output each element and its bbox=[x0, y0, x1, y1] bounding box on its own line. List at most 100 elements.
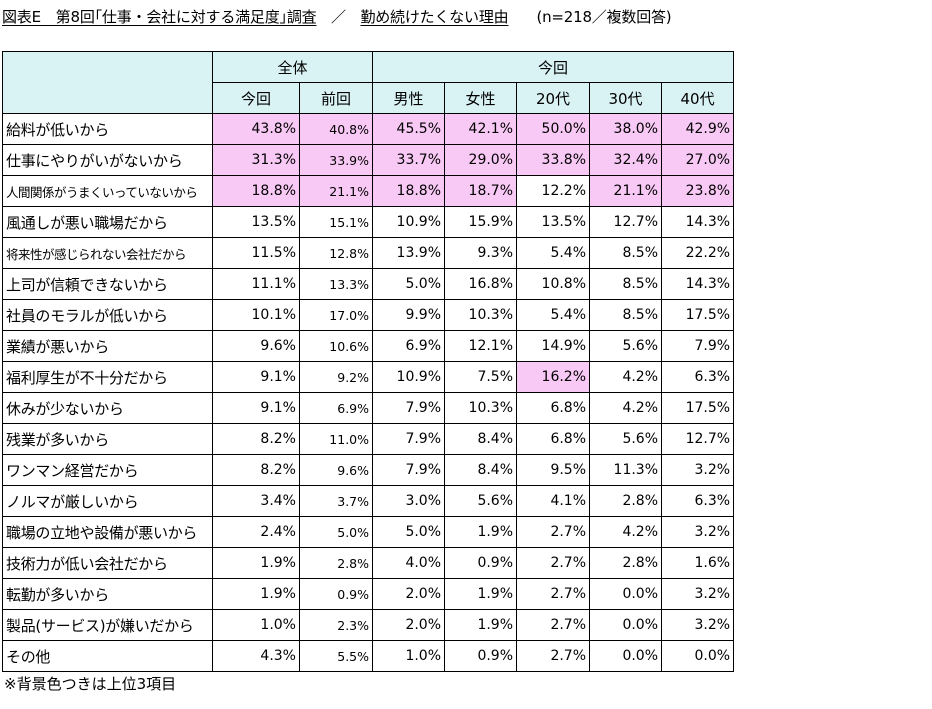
value-cell: 33.9% bbox=[298, 144, 374, 176]
value-cell: 9.5% bbox=[516, 454, 591, 486]
value-cell: 11.1% bbox=[212, 268, 300, 300]
value-cell: 8.5% bbox=[589, 268, 663, 300]
value-cell: 42.1% bbox=[444, 113, 518, 145]
row-label: 将来性が感じられない会社だから bbox=[2, 237, 213, 269]
value-cell: 10.9% bbox=[372, 206, 446, 238]
value-cell: 10.9% bbox=[372, 361, 446, 393]
value-cell: 11.5% bbox=[212, 237, 300, 269]
value-cell: 11.3% bbox=[589, 454, 663, 486]
value-cell: 9.3% bbox=[444, 237, 518, 269]
value-cell: 13.5% bbox=[516, 206, 591, 238]
value-cell: 33.7% bbox=[372, 144, 446, 176]
value-cell: 4.2% bbox=[589, 392, 663, 424]
value-cell: 12.1% bbox=[444, 330, 518, 362]
value-cell: 5.0% bbox=[298, 516, 374, 548]
table-row: 人間関係がうまくいっていないから 18.8% 21.1% 18.8% 18.7% 12.2… bbox=[2, 175, 735, 207]
value-cell: 40.8% bbox=[298, 113, 374, 145]
value-cell: 5.0% bbox=[372, 268, 446, 300]
row-label: 転勤が多いから bbox=[2, 578, 213, 610]
value-cell: 9.9% bbox=[372, 299, 446, 331]
header-corner bbox=[2, 51, 213, 114]
table-row: 仕事にやりがいがないから 31.3% 33.9% 33.7% 29.0% 33.8% 32.… bbox=[2, 144, 735, 176]
table-row: その他 4.3% 5.5% 1.0% 0.9% 2.7% 0.0% 0.0% bbox=[2, 640, 735, 672]
value-cell: 8.4% bbox=[444, 454, 518, 486]
value-cell: 10.1% bbox=[212, 299, 300, 331]
row-label: 福利厚生が不十分だから bbox=[2, 361, 213, 393]
value-cell: 31.3% bbox=[212, 144, 300, 176]
value-cell: 0.0% bbox=[589, 578, 663, 610]
value-cell: 1.6% bbox=[661, 547, 735, 579]
value-cell: 12.7% bbox=[661, 423, 735, 455]
value-cell: 2.7% bbox=[516, 547, 591, 579]
value-cell: 45.5% bbox=[372, 113, 446, 145]
row-label: 風通しが悪い職場だから bbox=[2, 206, 213, 238]
table-row: ワンマン経営だから 8.2% 9.6% 7.9% 8.4% 9.5% 11.3% 3.2% bbox=[2, 454, 735, 486]
value-cell: 0.0% bbox=[589, 609, 663, 641]
row-label: 仕事にやりがいがないから bbox=[2, 144, 213, 176]
value-cell: 14.3% bbox=[661, 206, 735, 238]
value-cell: 2.8% bbox=[589, 485, 663, 517]
row-label: 製品(サービス)が嫌いだから bbox=[2, 609, 213, 641]
value-cell: 22.2% bbox=[661, 237, 735, 269]
value-cell: 16.8% bbox=[444, 268, 518, 300]
value-cell: 7.9% bbox=[372, 454, 446, 486]
value-cell: 43.8% bbox=[212, 113, 300, 145]
column-header: 女性 bbox=[444, 82, 518, 114]
column-header: 40代 bbox=[661, 82, 735, 114]
table-row: 風通しが悪い職場だから 13.5% 15.1% 10.9% 15.9% 13.5% 12.7… bbox=[2, 206, 735, 238]
value-cell: 3.2% bbox=[661, 609, 735, 641]
value-cell: 8.5% bbox=[589, 299, 663, 331]
column-header: 前回 bbox=[298, 82, 374, 114]
value-cell: 6.3% bbox=[661, 485, 735, 517]
value-cell: 7.5% bbox=[444, 361, 518, 393]
value-cell: 5.0% bbox=[372, 516, 446, 548]
value-cell: 9.1% bbox=[212, 392, 300, 424]
value-cell: 10.3% bbox=[444, 392, 518, 424]
value-cell: 32.4% bbox=[589, 144, 663, 176]
value-cell: 5.6% bbox=[589, 330, 663, 362]
value-cell: 4.1% bbox=[516, 485, 591, 517]
row-label: その他 bbox=[2, 640, 213, 672]
value-cell: 5.6% bbox=[589, 423, 663, 455]
value-cell: 2.8% bbox=[589, 547, 663, 579]
table-row: 上司が信頼できないから 11.1% 13.3% 5.0% 16.8% 10.8% 8.5% 1… bbox=[2, 268, 735, 300]
value-cell: 1.9% bbox=[444, 609, 518, 641]
value-cell: 5.4% bbox=[516, 299, 591, 331]
value-cell: 17.5% bbox=[661, 392, 735, 424]
value-cell: 18.7% bbox=[444, 175, 518, 207]
value-cell: 5.5% bbox=[298, 640, 374, 672]
value-cell: 1.9% bbox=[212, 578, 300, 610]
value-cell: 8.4% bbox=[444, 423, 518, 455]
column-header: 男性 bbox=[372, 82, 446, 114]
value-cell: 9.1% bbox=[212, 361, 300, 393]
value-cell: 2.3% bbox=[298, 609, 374, 641]
value-cell: 18.8% bbox=[212, 175, 300, 207]
value-cell: 0.0% bbox=[589, 640, 663, 672]
value-cell: 17.5% bbox=[661, 299, 735, 331]
value-cell: 6.3% bbox=[661, 361, 735, 393]
value-cell: 10.8% bbox=[516, 268, 591, 300]
table-row: 休みが少ないから 9.1% 6.9% 7.9% 10.3% 6.8% 4.2% 17.5% bbox=[2, 392, 735, 424]
row-label: 技術力が低い会社だから bbox=[2, 547, 213, 579]
value-cell: 1.0% bbox=[372, 640, 446, 672]
table-row: 将来性が感じられない会社だから 11.5% 12.8% 13.9% 9.3% 5.4% 8.… bbox=[2, 237, 735, 269]
value-cell: 7.9% bbox=[372, 392, 446, 424]
column-header: 30代 bbox=[589, 82, 663, 114]
value-cell: 21.1% bbox=[298, 175, 374, 207]
table-row: 職場の立地や設備が悪いから 2.4% 5.0% 5.0% 1.9% 2.7% 4.2% 3.2… bbox=[2, 516, 735, 548]
value-cell: 3.7% bbox=[298, 485, 374, 517]
row-label: 業績が悪いから bbox=[2, 330, 213, 362]
value-cell: 2.8% bbox=[298, 547, 374, 579]
row-label: 残業が多いから bbox=[2, 423, 213, 455]
value-cell: 38.0% bbox=[589, 113, 663, 145]
row-label: 職場の立地や設備が悪いから bbox=[2, 516, 213, 548]
row-label: ノルマが厳しいから bbox=[2, 485, 213, 517]
table-row: 転勤が多いから 1.9% 0.9% 2.0% 1.9% 2.7% 0.0% 3.2% bbox=[2, 578, 735, 610]
value-cell: 21.1% bbox=[589, 175, 663, 207]
value-cell: 3.0% bbox=[372, 485, 446, 517]
value-cell: 13.5% bbox=[212, 206, 300, 238]
column-header: 今回 bbox=[212, 82, 300, 114]
sample-size-note: (n=218／複数回答) bbox=[536, 8, 672, 26]
title-subtitle: 勤め続けたくない理由 bbox=[360, 8, 509, 26]
value-cell: 33.8% bbox=[516, 144, 591, 176]
